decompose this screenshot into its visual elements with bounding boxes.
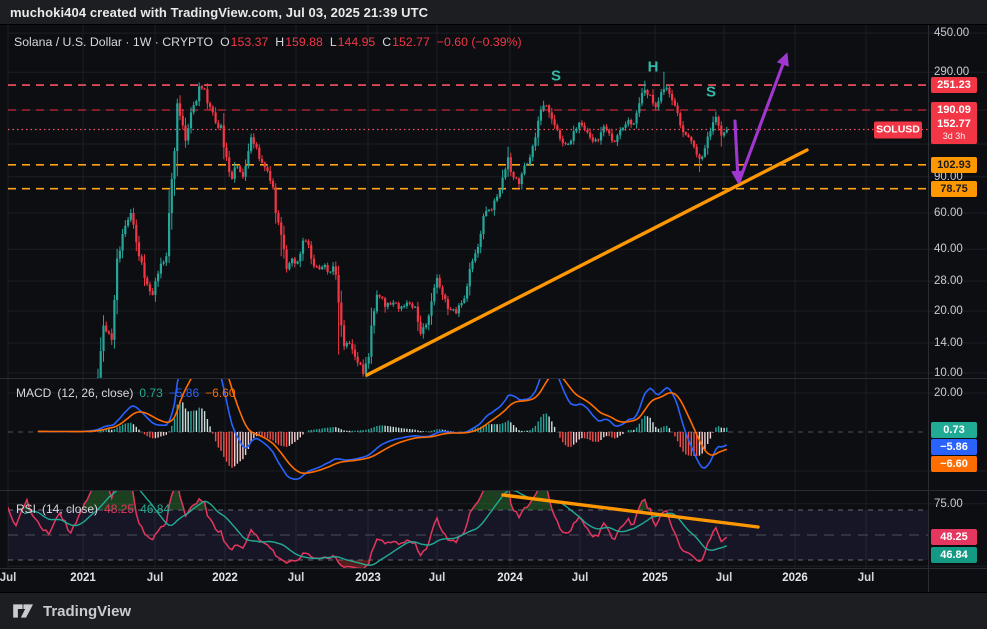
price-tick-label[interactable]: 90.00 [934, 170, 963, 183]
low-label: L [329, 35, 337, 49]
price-trendline-drawing[interactable] [365, 148, 809, 377]
price-tick-label[interactable]: 10.00 [934, 367, 963, 379]
ohlc-close: C 152.77 [382, 35, 430, 49]
rsi-ma-value: 46.84 [140, 502, 171, 516]
high-label: H [275, 35, 285, 49]
time-tick-label[interactable]: 2025 [642, 572, 668, 584]
rsi-legend: RSI (14, close) 48.25 46.84 [16, 502, 170, 516]
ohlc-open: O 153.37 [220, 35, 268, 49]
candles-layer [96, 71, 728, 378]
rsi-tick-label[interactable]: 75.00 [934, 498, 963, 510]
macd-line-value: −5.86 [168, 386, 200, 400]
time-tick-label[interactable]: Jul [428, 572, 446, 584]
time-tick-label[interactable]: 2024 [497, 572, 523, 584]
brand-text[interactable]: TradingView [43, 602, 132, 620]
top-watermark-bar: muchoki404 created with TradingView.com,… [0, 0, 987, 25]
time-tick-label[interactable]: Jul [715, 572, 733, 584]
tradingview-logo[interactable] [12, 601, 34, 621]
head-shoulders-label[interactable]: S [705, 83, 717, 101]
macd-params: (12, 26, close) [57, 386, 134, 400]
macd-value-badge: −5.86 [931, 439, 977, 455]
time-tick-label[interactable]: Jul [0, 572, 17, 584]
price-level-badge: 190.09 [931, 102, 977, 119]
time-tick-label[interactable]: Jul [857, 572, 875, 584]
price-tick-label[interactable]: 20.00 [934, 305, 963, 318]
time-tick-label[interactable]: Jul [571, 572, 589, 584]
macd-hist-value: 0.73 [139, 386, 163, 400]
close-label: C [382, 35, 392, 49]
time-tick-label[interactable]: Jul [287, 572, 305, 584]
high-value: 159.88 [285, 35, 323, 49]
time-tick-label[interactable]: Jul [146, 572, 164, 584]
rsi-value: 48.25 [104, 502, 135, 516]
time-tick-label[interactable]: 2022 [212, 572, 238, 584]
macd-pane [37, 379, 728, 481]
price-level-badge: 78.75 [931, 180, 977, 197]
time-tick-label[interactable]: 2021 [70, 572, 96, 584]
projection-arrow-drawing[interactable] [731, 52, 789, 184]
last-price-value: 152.77 [937, 117, 971, 130]
head-shoulders-label[interactable]: S [550, 67, 562, 85]
price-level-badge: 251.23 [931, 77, 977, 94]
open-value: 153.37 [230, 35, 269, 49]
rsi-params: (14, close) [42, 502, 99, 516]
price-tick-label[interactable]: 60.00 [934, 206, 963, 219]
rsi-value-badge: 48.25 [931, 529, 977, 545]
change-value: −0.60 (−0.39%) [436, 35, 522, 49]
open-label: O [220, 35, 230, 49]
head-shoulders-label[interactable]: H [647, 58, 659, 76]
rsi-title[interactable]: RSI [16, 502, 37, 516]
macd-legend: MACD (12, 26, close) 0.73 −5.86 −6.60 [16, 386, 236, 400]
time-tick-label[interactable]: 2026 [782, 572, 808, 584]
last-price-badge: 152.77 3d 3h [931, 115, 977, 144]
price-tick-label[interactable]: 290.00 [934, 66, 970, 79]
price-tick-label[interactable]: 40.00 [934, 243, 963, 256]
ohlc-low: L 144.95 [330, 35, 375, 49]
time-tick-label[interactable]: 2023 [355, 572, 381, 584]
footer-bar: TradingView [0, 592, 987, 629]
price-level-badge: 102.93 [931, 156, 977, 173]
rsi-trendline-drawing[interactable] [501, 493, 760, 529]
price-tick-label[interactable]: 14.00 [934, 336, 963, 349]
low-value: 144.95 [337, 35, 376, 49]
rsi-value-badge: 46.84 [931, 547, 977, 563]
close-value: 152.77 [392, 35, 430, 49]
macd-value-badge: 0.73 [931, 422, 977, 438]
price-tick-label[interactable]: 28.00 [934, 275, 963, 288]
symbol-title[interactable]: Solana / U.S. Dollar · 1W · CRYPTO [14, 35, 214, 49]
macd-title[interactable]: MACD [16, 386, 52, 400]
macd-signal-value: −6.60 [205, 386, 236, 400]
rsi-pane [8, 491, 728, 568]
watermark-text: muchoki404 created with TradingView.com,… [10, 4, 429, 20]
ohlc-high: H 159.88 [275, 35, 323, 49]
bar-countdown: 3d 3h [942, 130, 966, 141]
macd-tick-label[interactable]: 20.00 [934, 387, 963, 399]
price-tick-label[interactable]: 450.00 [934, 27, 970, 40]
symbol-legend: Solana / U.S. Dollar · 1W · CRYPTO O 153.… [14, 35, 522, 49]
symbol-marker-badge: SOLUSD [874, 121, 922, 139]
macd-value-badge: −6.60 [931, 456, 977, 472]
